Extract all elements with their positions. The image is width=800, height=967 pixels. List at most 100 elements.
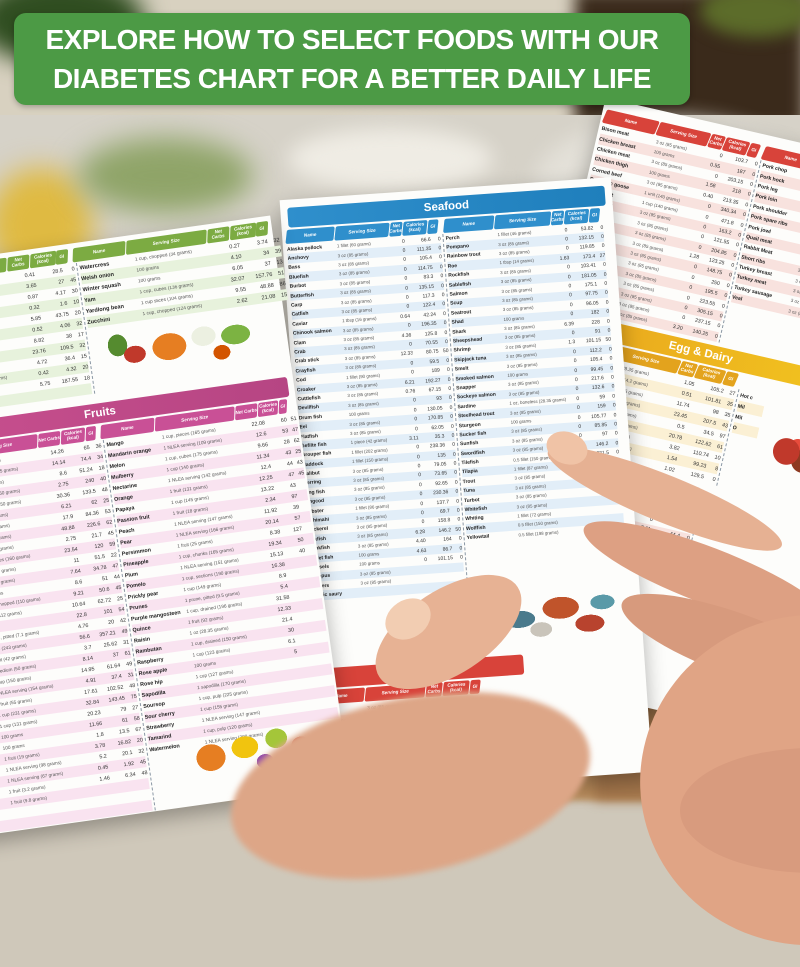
table-cell: 62 [100, 519, 113, 527]
table-cell: 80.75 [412, 349, 438, 357]
table-cell: 0 [408, 454, 420, 461]
table-cell: 0 [560, 302, 572, 309]
table-cell: 53 [98, 508, 111, 516]
table-cell [576, 520, 588, 521]
table-cell [417, 588, 429, 589]
table-cell: 101.15 [575, 338, 601, 346]
table-cell: 164 [426, 536, 452, 544]
table-cell: 2.75 [46, 481, 69, 490]
table-cell: 85.85 [581, 422, 607, 430]
table-cell: 137.7 [423, 499, 449, 507]
table-cell: 18 [92, 465, 105, 473]
table-cell: 0 [440, 376, 450, 383]
table-cell: 127 [280, 526, 303, 535]
background-dish [288, 128, 493, 190]
table-cell: 0 [608, 440, 618, 447]
table-cell: 0 [712, 312, 723, 320]
table-cell: 0 [434, 283, 444, 290]
table-cell [317, 636, 327, 637]
table-cell: 1.46 [88, 775, 111, 784]
table-cell [297, 495, 307, 496]
table-cell: 1.63 [557, 255, 569, 262]
table-cell: 0 [605, 393, 615, 400]
table-cell: 159 [580, 403, 606, 411]
table-cell: 14.26 [42, 448, 65, 457]
table-cell: 0 [608, 431, 618, 438]
table-cell: 1.3 [563, 339, 575, 346]
table-cell: 32 [73, 342, 86, 350]
table-cell: 4.36 [399, 332, 411, 339]
table-cell: 5.85 [19, 315, 42, 324]
table-cell: 8.38 [258, 529, 281, 538]
headline-banner: EXPLORE HOW TO SELECT FOODS WITH OUR DIA… [14, 13, 690, 105]
table-cell: 0 [733, 220, 744, 228]
table-cell: 0 [443, 414, 453, 421]
table-cell: 0 [556, 236, 568, 243]
table-cell: 51 [286, 415, 297, 422]
table-cell [316, 625, 326, 626]
table-cell: 14.14 [43, 459, 66, 468]
table-cell: 238.36 [419, 443, 445, 451]
table-cell: 6.05 [221, 264, 244, 273]
table-cell: 0 [452, 545, 462, 552]
table-cell: 0 [438, 339, 448, 346]
table-cell: 0 [450, 517, 460, 524]
table-cell: 42.24 [410, 311, 436, 319]
table-cell: 18 [78, 375, 91, 383]
table-cell [297, 648, 319, 651]
table-cell [328, 712, 338, 713]
table-cell: 0.27 [218, 243, 241, 252]
table-cell [305, 703, 327, 706]
table-cell: 86.7 [426, 546, 452, 554]
table-cell [91, 800, 113, 803]
table-cell: 45 [109, 584, 122, 592]
table-cell: 61 [118, 650, 131, 658]
table-cell: 69.7 [424, 508, 450, 516]
table-cell [322, 669, 332, 670]
table-cell: 0 [395, 266, 407, 273]
table-cell [301, 516, 311, 517]
table-cell: 61 [711, 442, 724, 451]
table-cell: 43 [274, 482, 297, 491]
table-cell: 8.82 [22, 337, 45, 346]
column-header-gi: GI [86, 426, 96, 442]
table-cell [323, 680, 333, 681]
table-cell: 189 [414, 368, 440, 376]
table-cell: 50 [601, 337, 611, 344]
table-cell: 0 [431, 245, 441, 252]
table-cell: 125.8 [411, 330, 437, 338]
table-cell: 97 [713, 431, 726, 440]
table-cell: 132.15 [568, 235, 594, 243]
table-cell: 30.36 [48, 492, 71, 501]
table-cell [288, 583, 310, 586]
table-cell: 8.14 [71, 655, 94, 664]
table-cell: 0 [558, 274, 570, 281]
table-cell: 97 [582, 431, 608, 439]
table-cell: 5.2 [85, 753, 108, 762]
table-cell: 230.36 [422, 489, 448, 497]
table-cell: 97.75 [572, 291, 598, 299]
table-cell: 62 [289, 437, 300, 444]
table-cell [292, 616, 314, 619]
table-cell: 45 [101, 530, 114, 538]
table-cell: 32 [267, 237, 280, 245]
table-cell: 170.85 [417, 415, 443, 423]
table-cell: 0 [395, 276, 407, 283]
table-cell: 0 [566, 386, 578, 393]
table-cell: 12.25 [250, 474, 273, 483]
table-cell [614, 518, 624, 519]
table-cell: 25 [291, 448, 302, 455]
table-cell [294, 627, 316, 630]
table-cell: 50 [451, 526, 461, 533]
table-cell: 44 [271, 460, 294, 469]
table-cell: 0 [433, 273, 443, 280]
table-cell: 192.27 [414, 377, 440, 385]
table-cell: 15 [75, 353, 88, 361]
table-cell: Mil [737, 403, 745, 410]
table-cell: 0 [557, 246, 569, 253]
column-header-calories: Calories (kcal) [402, 220, 427, 236]
table-cell: 0 [431, 236, 441, 243]
table-cell: 91 [574, 328, 600, 336]
table-cell: 21.08 [247, 293, 276, 303]
table-cell: Lychee [0, 822, 14, 835]
